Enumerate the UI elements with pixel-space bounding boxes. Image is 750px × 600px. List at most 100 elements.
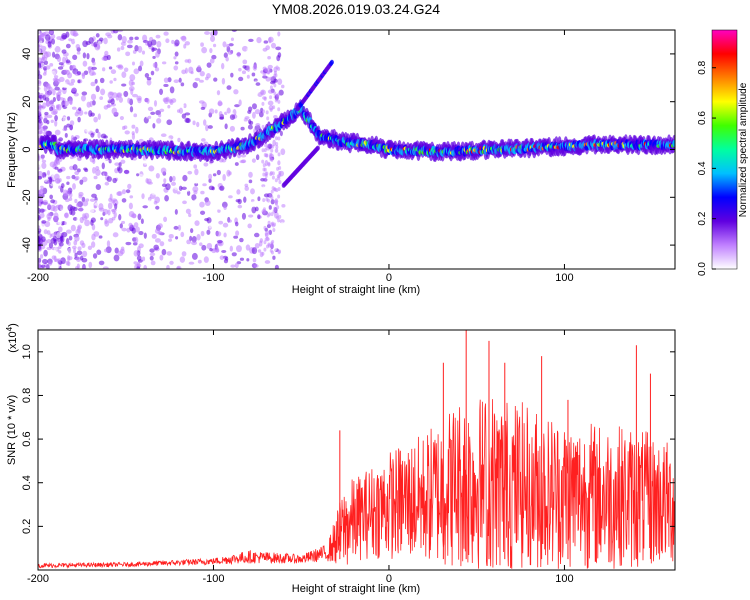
- spectrogram-noise-cell: [265, 110, 269, 115]
- spectrogram-noise-cell: [206, 62, 212, 68]
- spectrogram-noise-cell: [163, 77, 169, 83]
- spectrogram-noise-cell: [267, 220, 271, 225]
- spectrogram-noise-cell: [263, 148, 267, 153]
- spectrogram-noise-cell: [136, 95, 142, 101]
- spectrogram-noise-cell: [134, 45, 139, 52]
- spectrogram-noise-cell: [153, 100, 158, 107]
- spectrogram-noise-cell: [155, 34, 161, 39]
- spectrogram-noise-cell: [75, 256, 82, 262]
- spectrogram-noise-cell: [272, 255, 276, 260]
- spectrogram-noise-cell: [159, 241, 165, 247]
- spectrogram-noise-cell: [171, 39, 175, 44]
- spectrogram-noise-cell: [38, 88, 44, 93]
- spectrogram-noise-cell: [262, 163, 266, 168]
- spectrogram-noise-cell: [163, 216, 168, 223]
- spectrogram-noise-cell: [160, 167, 167, 174]
- spectrogram-noise-cell: [121, 220, 126, 225]
- spectrogram-noise-cell: [248, 38, 254, 43]
- spectrogram-noise-cell: [273, 91, 277, 96]
- spectrogram-noise-cell: [247, 214, 254, 218]
- spectrogram-noise-cell: [70, 78, 76, 84]
- spectrogram-noise-cell: [246, 65, 251, 72]
- spectrogram-noise-cell: [204, 31, 211, 35]
- spectrogram-noise-cell: [48, 261, 53, 266]
- spectrogram-noise-cell: [252, 257, 257, 263]
- spectrogram-noise-cell: [268, 192, 272, 197]
- spectrogram-noise-cell: [38, 62, 42, 69]
- spectrogram-noise-cell: [274, 136, 278, 141]
- spectrogram-noise-cell: [211, 186, 215, 191]
- spectrogram-noise-cell: [250, 201, 257, 208]
- spectrogram-noise-cell: [233, 235, 239, 239]
- spectrogram-noise-cell: [192, 120, 196, 126]
- spectrogram-noise-cell: [272, 227, 276, 232]
- spectrogram-ridge-cell: [672, 139, 675, 147]
- spectrogram-noise-cell: [156, 118, 162, 124]
- spectrogram-noise-cell: [60, 250, 65, 255]
- spectrogram-noise-cell: [261, 148, 265, 153]
- spectrogram-noise-cell: [88, 37, 94, 44]
- spectrogram-noise-cell: [192, 82, 198, 89]
- spectrogram-noise-cell: [78, 107, 82, 112]
- spectrogram-noise-cell: [43, 229, 48, 235]
- snr-panel: -200 -100 0 100 0.2 0.4 0.6 0.8 1.0 Height of s…: [5, 323, 676, 595]
- spectrogram-noise-cell: [113, 77, 117, 82]
- spectrogram-noise-cell: [58, 250, 62, 254]
- spectrogram-x-tick-label: -100: [202, 272, 224, 284]
- spectrogram-noise-cell: [53, 62, 57, 69]
- spectrogram-noise-cell: [180, 82, 185, 87]
- spectrogram-noise-cell: [121, 189, 127, 195]
- spectrogram-noise-cell: [56, 258, 63, 262]
- spectrogram-noise-cell: [54, 86, 60, 91]
- spectrogram-noise-cell: [52, 51, 56, 58]
- spectrogram-noise-cell: [58, 185, 62, 189]
- spectrogram-noise-cell: [58, 97, 65, 101]
- spectrogram-noise-cell: [235, 230, 240, 236]
- spectrogram-noise-cell: [199, 242, 203, 247]
- spectrogram-noise-cell: [38, 79, 42, 87]
- spectrogram-noise-cell: [253, 88, 259, 96]
- spectrogram-noise-cell: [42, 199, 49, 206]
- spectrogram-noise-cell: [274, 98, 278, 103]
- spectrogram-noise-cell: [95, 128, 99, 134]
- spectrogram-noise-cell: [86, 52, 90, 60]
- spectrogram-noise-cell: [38, 250, 42, 256]
- spectrogram-noise-cell: [239, 159, 246, 164]
- colorbar-tick-label: 0.8: [697, 60, 708, 74]
- spectrogram-noise-cell: [71, 106, 77, 110]
- spectrogram-noise-cell: [266, 116, 270, 121]
- spectrogram-noise-cell: [78, 109, 84, 116]
- spectrogram-noise-cell: [111, 198, 118, 202]
- spectrogram-noise-cell: [276, 244, 282, 249]
- spectrogram-noise-cell: [273, 83, 277, 88]
- spectrogram-noise-cell: [134, 236, 139, 244]
- spectrogram-noise-cell: [144, 73, 150, 78]
- spectrogram-noise-cell: [113, 112, 119, 116]
- spectrogram-noise-cell: [271, 239, 275, 244]
- spectrogram-noise-cell: [75, 202, 81, 208]
- spectrogram-noise-cell: [46, 170, 51, 176]
- spectrogram-noise-cell: [129, 74, 136, 82]
- spectrogram-noise-cell: [278, 214, 282, 219]
- spectrogram-noise-cell: [171, 181, 177, 186]
- spectrogram-noise-cell: [278, 180, 282, 185]
- spectrogram-noise-cell: [265, 45, 271, 51]
- spectrogram-noise-cell: [81, 266, 87, 269]
- spectrogram-noise-cell: [131, 61, 135, 66]
- spectrogram-noise-cell: [246, 74, 250, 79]
- colorbar-tick-label: 0.2: [697, 211, 708, 225]
- spectrogram-noise-cell: [84, 168, 89, 173]
- spectrogram-noise-cell: [93, 231, 100, 237]
- spectrogram-noise-cell: [185, 163, 190, 167]
- spectrogram-noise-cell: [77, 116, 81, 123]
- spectrogram-noise-cell: [200, 42, 204, 47]
- spectrogram-noise-cell: [245, 244, 251, 251]
- spectrogram-noise-cell: [93, 175, 98, 180]
- spectrogram-noise-cell: [38, 57, 42, 64]
- spectrogram-noise-cell: [275, 65, 279, 70]
- spectrogram-noise-cell: [193, 127, 197, 134]
- spectrogram-noise-cell: [50, 71, 57, 76]
- snr-x-tick-label: 0: [386, 573, 392, 585]
- spectrogram-noise-cell: [70, 134, 75, 142]
- spectrogram-noise-cell: [265, 197, 269, 202]
